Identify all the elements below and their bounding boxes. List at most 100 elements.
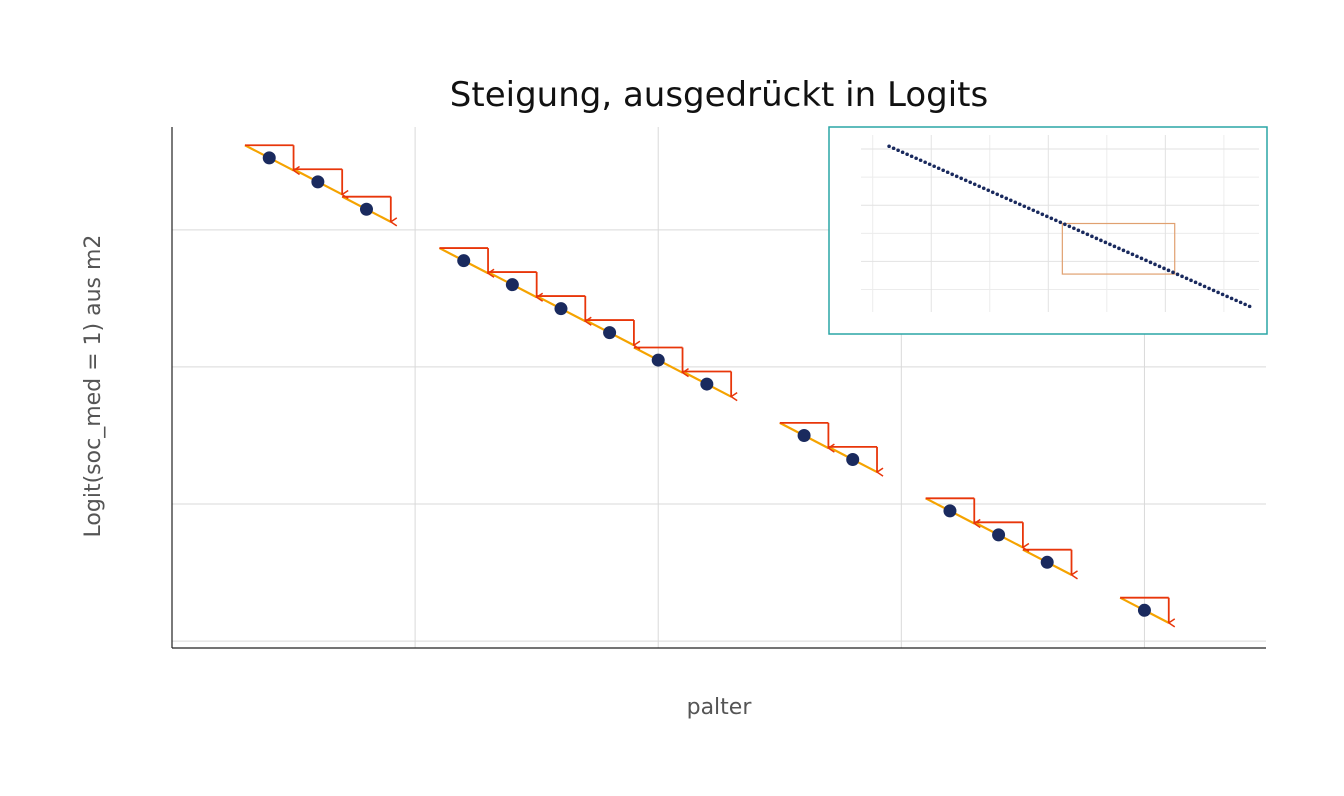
- inset-data-point: [1175, 272, 1180, 277]
- inset-data-point: [986, 188, 991, 193]
- inset-data-point: [963, 178, 968, 183]
- inset-data-point: [1238, 300, 1243, 305]
- inset-data-point: [1130, 252, 1135, 257]
- x-axis-title: palter: [687, 695, 753, 720]
- inset-data-point: [891, 146, 896, 151]
- inset-data-point: [1040, 212, 1045, 217]
- inset-data-point: [914, 156, 918, 161]
- inset-data-point: [972, 182, 977, 187]
- inset-data-point: [1004, 196, 1009, 201]
- chart-title: Steigung, ausgedrückt in Logits: [450, 75, 988, 115]
- inset-data-point: [1243, 302, 1247, 307]
- data-point: [992, 528, 1006, 542]
- data-point: [1137, 603, 1151, 617]
- inset-data-point: [1184, 276, 1189, 281]
- inset-data-point: [999, 194, 1004, 199]
- inset-data-point: [1220, 292, 1225, 297]
- inset-data-point: [1247, 304, 1252, 309]
- inset-data-point: [1135, 254, 1139, 259]
- inset-data-point: [1139, 256, 1144, 261]
- data-point: [311, 175, 325, 189]
- inset-data-point: [1076, 228, 1081, 233]
- data-point: [262, 151, 276, 165]
- slope-step-triangles: [244, 144, 1169, 623]
- data-point: [505, 278, 519, 292]
- inset-data-point: [905, 152, 909, 157]
- inset-data-point: [1162, 266, 1166, 271]
- inset-data-point: [1117, 246, 1121, 251]
- inset-data-point: [932, 164, 936, 169]
- inset-data-point: [990, 190, 995, 195]
- inset-data-point: [977, 184, 982, 189]
- inset-data-point: [1216, 290, 1220, 295]
- inset-data-point: [950, 172, 954, 177]
- inset-data-point: [900, 150, 905, 155]
- data-point: [797, 428, 811, 442]
- inset-data-point: [896, 148, 900, 153]
- inset-data-point: [1103, 240, 1108, 245]
- inset-data-point: [1189, 278, 1193, 283]
- inset-data-point: [1112, 244, 1117, 249]
- inset-data-point: [945, 170, 950, 175]
- inset-data-point: [1144, 258, 1148, 263]
- inset-data-point: [1198, 282, 1202, 287]
- inset-data-point: [1085, 232, 1090, 237]
- inset-data-point: [1193, 280, 1198, 285]
- data-point: [846, 452, 860, 466]
- inset-data-point: [918, 158, 923, 163]
- data-point: [700, 377, 714, 391]
- inset-data-point: [1157, 264, 1162, 269]
- inset-data-point: [1013, 200, 1018, 205]
- inset-data-point: [1036, 210, 1040, 215]
- inset-data-point: [1099, 238, 1103, 243]
- inset-data-point: [1229, 296, 1234, 301]
- inset-data-point: [1148, 260, 1153, 265]
- inset-data-point: [1063, 222, 1067, 227]
- inset-data-point: [1072, 226, 1076, 231]
- inset-data-point: [1090, 234, 1094, 239]
- inset-data-point: [1045, 214, 1049, 219]
- inset-data-point: [1211, 288, 1216, 293]
- inset-overview-plot: [828, 126, 1268, 335]
- inset-data-point: [968, 180, 973, 185]
- inset-data-point: [1054, 218, 1058, 223]
- data-points: [262, 151, 1151, 617]
- inset-data-point: [1126, 250, 1130, 255]
- inset-data-point: [927, 162, 932, 167]
- inset-data-point: [1081, 230, 1085, 235]
- inset-data-point: [887, 144, 891, 149]
- inset-data-point: [1008, 198, 1013, 203]
- data-point: [457, 254, 471, 268]
- inset-data-point: [941, 168, 945, 173]
- inset-data-point: [936, 166, 941, 171]
- data-point: [603, 326, 617, 340]
- data-point: [359, 202, 373, 216]
- inset-data-point: [995, 192, 1000, 197]
- inset-data-point: [1031, 208, 1036, 213]
- inset-data-point: [959, 176, 964, 181]
- inset-data-point: [1108, 242, 1112, 247]
- inset-data-point: [1094, 236, 1099, 241]
- inset-data-point: [1027, 206, 1031, 211]
- inset-data-point: [1166, 268, 1171, 273]
- inset-data-point: [1067, 224, 1072, 229]
- data-point: [1040, 555, 1054, 569]
- main-axes: [171, 127, 1266, 649]
- data-point: [651, 353, 665, 367]
- inset-data-point: [1202, 284, 1207, 289]
- inset-data-point: [1017, 202, 1022, 207]
- inset-data-point: [923, 160, 927, 165]
- inset-zoom-box: [1061, 222, 1176, 275]
- data-point: [943, 504, 957, 518]
- inset-data-point: [1180, 274, 1184, 279]
- inset-data-point: [1207, 286, 1211, 291]
- inset-data-point: [1171, 270, 1175, 275]
- inset-data-point: [1058, 220, 1063, 225]
- y-axis-title: Logit(soc_med = 1) aus m2: [81, 235, 106, 538]
- inset-data-point: [1234, 298, 1238, 303]
- inset-data-point: [1121, 248, 1126, 253]
- data-point: [554, 302, 568, 316]
- inset-data-point: [909, 154, 914, 159]
